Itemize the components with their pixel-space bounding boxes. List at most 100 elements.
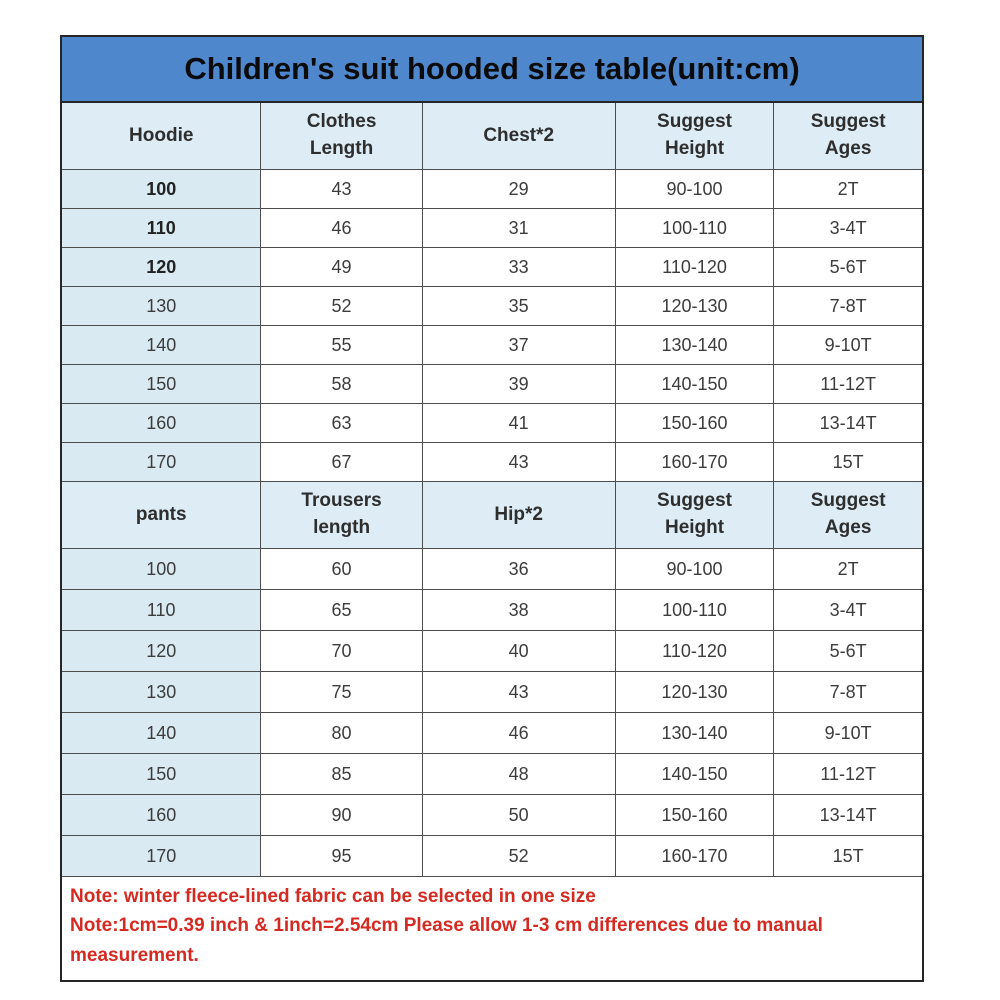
hip-cell: 40 [421,630,616,672]
trousers-length-cell: 85 [260,753,423,795]
clothes-length-header: Clothes Length [260,101,423,170]
suggest-ages-cell: 9-10T [773,712,924,754]
size-cell: 150 [60,364,262,404]
clothes-length-cell: 63 [260,403,423,443]
pants-row-160: 160 90 50 150-160 13-14T [60,794,924,836]
pants-header-row: pants Trousers length Hip*2 Suggest Heig… [60,481,924,549]
trousers-length-cell: 90 [260,794,423,836]
note-row: Note: winter fleece-lined fabric can be … [60,876,924,982]
clothes-length-cell: 43 [260,169,423,209]
pants-row-130: 130 75 43 120-130 7-8T [60,671,924,713]
size-cell: 140 [60,712,262,754]
clothes-length-cell: 67 [260,442,423,482]
size-cell: 140 [60,325,262,365]
chest-cell: 37 [421,325,616,365]
trousers-length-cell: 80 [260,712,423,754]
pants-row-100: 100 60 36 90-100 2T [60,548,924,590]
clothes-length-cell: 52 [260,286,423,326]
suggest-ages-cell: 11-12T [773,753,924,795]
suggest-height-header: Suggest Height [614,481,775,549]
pants-row-120: 120 70 40 110-120 5-6T [60,630,924,672]
hip-cell: 46 [421,712,616,754]
suggest-height-cell: 150-160 [614,794,775,836]
suggest-height-cell: 120-130 [614,286,775,326]
hoodie-row-140: 140 55 37 130-140 9-10T [60,325,924,365]
trousers-length-cell: 60 [260,548,423,590]
hip-cell: 36 [421,548,616,590]
trousers-length-cell: 95 [260,835,423,877]
suggest-ages-cell: 9-10T [773,325,924,365]
hoodie-row-100: 100 43 29 90-100 2T [60,169,924,209]
suggest-ages-cell: 15T [773,835,924,877]
clothes-length-cell: 49 [260,247,423,287]
suggest-height-cell: 130-140 [614,712,775,754]
clothes-length-cell: 55 [260,325,423,365]
pants-row-150: 150 85 48 140-150 11-12T [60,753,924,795]
note-line-1: Note: winter fleece-lined fabric can be … [70,886,596,907]
pants-row-110: 110 65 38 100-110 3-4T [60,589,924,631]
hip-cell: 43 [421,671,616,713]
suggest-ages-cell: 11-12T [773,364,924,404]
note-line-2: Note:1cm=0.39 inch & 1inch=2.54cm Please… [70,915,823,966]
suggest-ages-cell: 2T [773,169,924,209]
hoodie-row-160: 160 63 41 150-160 13-14T [60,403,924,443]
suggest-ages-cell: 13-14T [773,403,924,443]
trousers-length-cell: 70 [260,630,423,672]
suggest-height-cell: 90-100 [614,169,775,209]
suggest-height-cell: 120-130 [614,671,775,713]
suggest-ages-header: Suggest Ages [773,101,924,170]
pants-header: pants [60,481,262,549]
suggest-ages-cell: 7-8T [773,286,924,326]
clothes-length-cell: 46 [260,208,423,248]
suggest-ages-cell: 7-8T [773,671,924,713]
pants-row-140: 140 80 46 130-140 9-10T [60,712,924,754]
size-cell: 150 [60,753,262,795]
clothes-length-cell: 58 [260,364,423,404]
chest-cell: 41 [421,403,616,443]
suggest-height-cell: 130-140 [614,325,775,365]
size-cell: 160 [60,794,262,836]
suggest-ages-cell: 13-14T [773,794,924,836]
suggest-height-cell: 160-170 [614,442,775,482]
trousers-length-cell: 75 [260,671,423,713]
chest-header: Chest*2 [421,101,616,170]
size-cell: 120 [60,247,262,287]
suggest-height-cell: 150-160 [614,403,775,443]
size-cell: 110 [60,589,262,631]
size-cell: 170 [60,442,262,482]
size-cell: 130 [60,286,262,326]
size-cell: 170 [60,835,262,877]
hoodie-row-170: 170 67 43 160-170 15T [60,442,924,482]
pants-row-170: 170 95 52 160-170 15T [60,835,924,877]
size-table: Children's suit hooded size table(unit:c… [60,35,924,983]
chest-cell: 43 [421,442,616,482]
hip-cell: 52 [421,835,616,877]
suggest-height-cell: 110-120 [614,630,775,672]
trousers-length-header: Trousers length [260,481,423,549]
suggest-ages-header: Suggest Ages [773,481,924,549]
hoodie-row-110: 110 46 31 100-110 3-4T [60,208,924,248]
suggest-ages-cell: 3-4T [773,208,924,248]
suggest-ages-cell: 5-6T [773,630,924,672]
suggest-height-cell: 100-110 [614,208,775,248]
suggest-ages-cell: 2T [773,548,924,590]
size-cell: 160 [60,403,262,443]
trousers-length-cell: 65 [260,589,423,631]
suggest-height-cell: 160-170 [614,835,775,877]
hoodie-row-130: 130 52 35 120-130 7-8T [60,286,924,326]
hoodie-header-row: Hoodie Clothes Length Chest*2 Suggest He… [60,101,924,170]
hip-cell: 48 [421,753,616,795]
suggest-height-cell: 110-120 [614,247,775,287]
chest-cell: 35 [421,286,616,326]
size-cell: 100 [60,169,262,209]
suggest-ages-cell: 5-6T [773,247,924,287]
size-cell: 110 [60,208,262,248]
hip-cell: 38 [421,589,616,631]
hip-cell: 50 [421,794,616,836]
size-cell: 100 [60,548,262,590]
hoodie-header: Hoodie [60,101,262,170]
suggest-height-cell: 140-150 [614,364,775,404]
hoodie-row-120: 120 49 33 110-120 5-6T [60,247,924,287]
suggest-height-cell: 90-100 [614,548,775,590]
